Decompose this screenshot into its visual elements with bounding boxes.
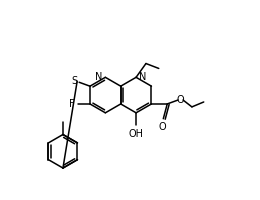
Text: N: N [139,72,146,82]
Text: N: N [95,72,102,82]
Text: O: O [176,95,184,105]
Text: OH: OH [129,129,144,139]
Text: O: O [159,122,166,132]
Text: S: S [71,76,77,86]
Text: F: F [69,99,74,109]
